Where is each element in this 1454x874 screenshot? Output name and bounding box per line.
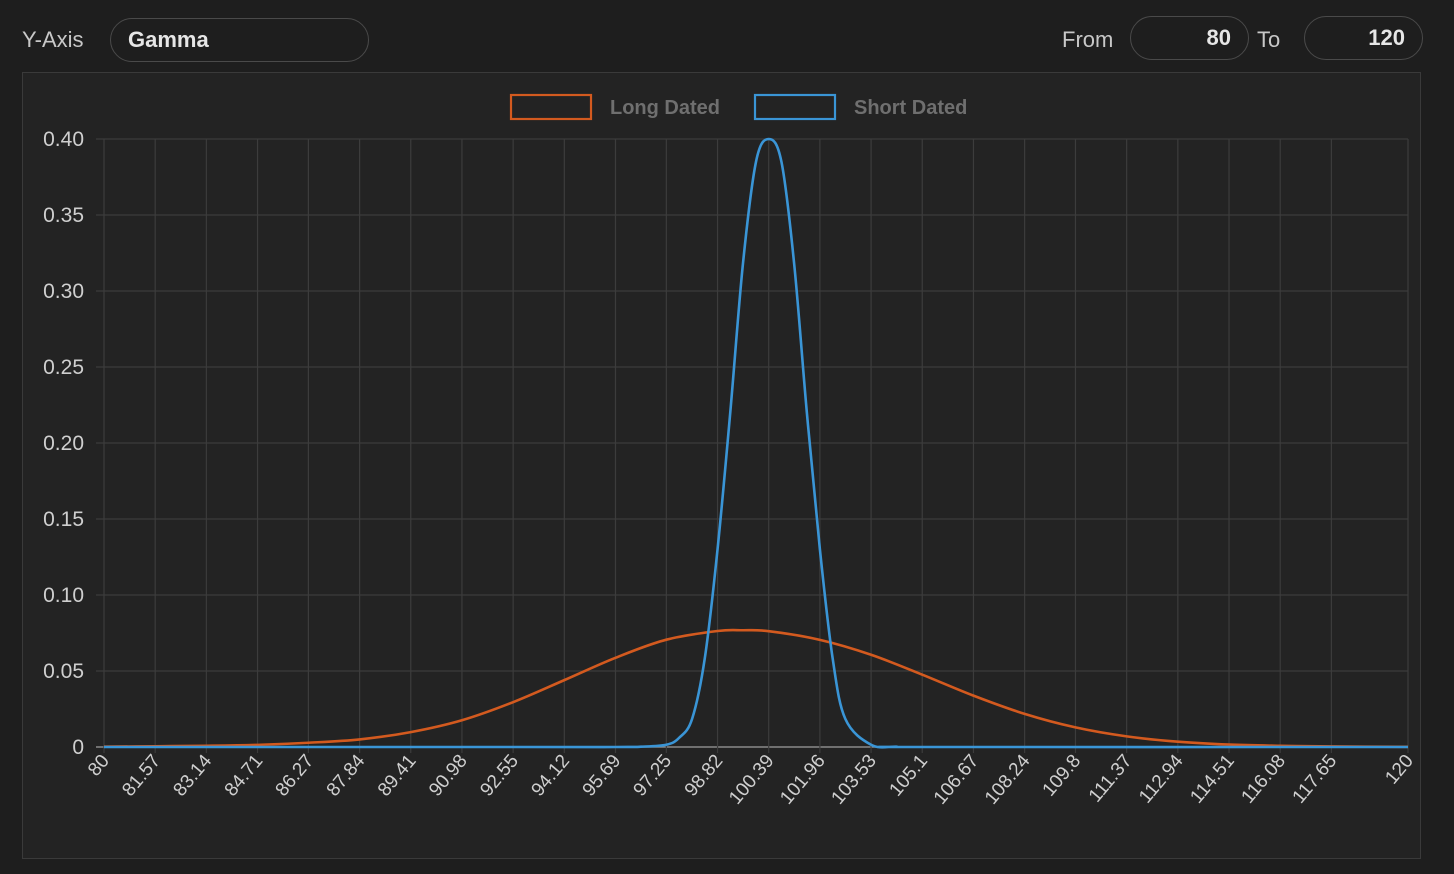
x-tick-label: 90.98 — [425, 751, 472, 801]
yaxis-label: Y-Axis — [22, 27, 84, 52]
y-tick-label: 0.05 — [43, 660, 84, 683]
x-tick-label: 112.94 — [1135, 750, 1188, 807]
x-tick-label: 86.27 — [272, 751, 319, 801]
x-tick-label: 105.1 — [885, 751, 932, 801]
y-tick-label: 0.25 — [43, 356, 84, 379]
x-tick-label: 101.96 — [776, 751, 829, 809]
x-tick-label: 111.37 — [1085, 751, 1137, 807]
x-tick-label: 120 — [1381, 751, 1417, 789]
y-tick-label: 0.35 — [43, 204, 84, 227]
x-tick-label: 97.25 — [630, 751, 677, 801]
x-tick-label: 109.8 — [1039, 751, 1086, 801]
x-tick-label: 81.57 — [118, 751, 165, 801]
x-tick-label: 100.39 — [725, 751, 778, 809]
legend-label: Long Dated — [610, 97, 720, 119]
from-input[interactable]: 80 — [1130, 16, 1249, 60]
chart-svg: 0 0.05 0.10 0.15 0.20 0.25 0.30 0.35 0.40 80 81.57… — [43, 93, 1418, 809]
x-tick-label: 106.67 — [930, 751, 983, 809]
x-tick-label: 84.71 — [221, 751, 268, 801]
x-tick-label: 95.69 — [579, 751, 626, 801]
y-tick-label: 0.40 — [43, 128, 84, 151]
yaxis-select[interactable]: Gamma — [110, 18, 369, 62]
x-tick-label: 87.84 — [323, 750, 370, 800]
series-line-long-dated — [103, 628, 1409, 749]
series-line-short-dated — [103, 137, 1409, 749]
x-tick-label: 108.24 — [981, 750, 1035, 808]
to-input[interactable]: 120 — [1304, 16, 1423, 60]
from-input-value: 80 — [1206, 25, 1231, 50]
yaxis-select-value: Gamma — [128, 27, 209, 52]
y-tick-label: 0.10 — [43, 584, 84, 607]
x-tick-label: 83.14 — [170, 750, 217, 800]
to-label: To — [1257, 27, 1281, 52]
x-tick-label: 103.53 — [827, 751, 880, 809]
x-tick-label: 98.82 — [681, 751, 728, 801]
y-tick-label: 0.15 — [43, 508, 84, 531]
x-tick-label: 89.41 — [374, 751, 421, 801]
legend-label: Short Dated — [854, 97, 967, 119]
x-tick-label: 92.55 — [476, 751, 523, 801]
chart-panel: 0 0.05 0.10 0.15 0.20 0.25 0.30 0.35 0.40 80 81.57… — [22, 72, 1421, 859]
y-tick-label: 0 — [72, 736, 84, 759]
from-label: From — [1062, 27, 1114, 52]
x-tick-label: 117.65 — [1289, 751, 1342, 808]
x-tick-label: 80 — [84, 751, 114, 781]
to-input-value: 120 — [1368, 25, 1405, 50]
x-tick-label: 94.12 — [527, 751, 574, 801]
legend-swatch — [753, 93, 837, 121]
y-tick-label: 0.20 — [43, 432, 84, 455]
x-tick-label: 116.08 — [1238, 751, 1291, 808]
x-tick-label: 114.51 — [1186, 751, 1239, 808]
legend-swatch — [509, 93, 593, 121]
y-tick-label: 0.30 — [43, 280, 84, 303]
